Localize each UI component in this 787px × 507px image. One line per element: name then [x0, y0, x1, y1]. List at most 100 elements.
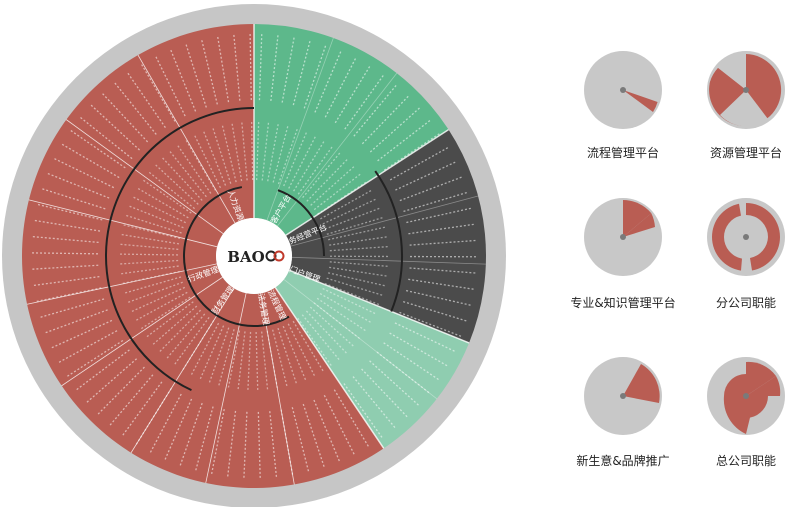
label-texture-line — [149, 393, 182, 453]
label-texture-line — [261, 122, 270, 181]
label-texture-line — [313, 173, 361, 211]
label-texture-line — [164, 398, 193, 460]
label-texture-line — [34, 219, 101, 232]
label-texture-line — [377, 120, 431, 162]
label-texture-line — [280, 409, 294, 475]
label-texture-line — [257, 411, 261, 478]
label-texture-line — [45, 309, 108, 334]
label-texture-line — [361, 95, 409, 145]
mini-label-knowledge: 专业&知识管理平台 — [570, 296, 676, 310]
label-texture-line — [277, 327, 297, 384]
center-circle — [216, 218, 292, 294]
label-texture-line — [169, 151, 207, 198]
label-texture-line — [329, 236, 387, 246]
label-texture-line — [131, 286, 186, 312]
label-texture-line — [155, 164, 199, 205]
label-texture-line — [211, 409, 225, 475]
label-texture-line — [177, 145, 212, 194]
label-texture-line — [251, 122, 254, 181]
label-texture-line — [302, 403, 325, 467]
label-texture-line — [291, 407, 310, 472]
label-texture-line — [129, 205, 184, 229]
label-texture-line — [383, 133, 440, 171]
label-texture-line — [136, 291, 188, 321]
label-texture-line — [320, 190, 372, 220]
label-texture-line — [383, 342, 439, 381]
sector-green-lower — [275, 270, 470, 449]
label-texture-line — [376, 351, 430, 394]
label-texture-line — [343, 383, 383, 438]
label-texture-line — [90, 104, 140, 151]
label-texture-line — [76, 349, 130, 391]
label-texture-line — [270, 35, 279, 101]
label-texture-line — [297, 317, 332, 366]
mini-label-hq: 总公司职能 — [715, 454, 776, 468]
sector-green-top — [254, 24, 449, 236]
label-texture-line — [403, 191, 467, 213]
label-texture-line — [148, 171, 196, 210]
label-texture-line — [58, 330, 118, 363]
label-texture-line — [159, 309, 202, 352]
label-texture-line — [302, 152, 341, 199]
label-texture-line — [121, 233, 180, 245]
label-texture-line — [121, 265, 179, 275]
label-texture-line — [313, 399, 340, 462]
label-texture-line — [86, 358, 138, 403]
label-texture-line — [314, 51, 342, 113]
label-texture-line — [32, 264, 99, 270]
label-texture-line — [352, 376, 396, 428]
label-texture-line — [353, 85, 397, 137]
label-texture-line — [51, 319, 113, 349]
label-texture-line — [185, 44, 207, 108]
label-texture-line — [361, 368, 408, 418]
mini-chart-newbiz — [584, 357, 662, 435]
sector-gray — [285, 129, 486, 343]
label-texture-line — [102, 93, 149, 143]
label-texture-line — [33, 275, 100, 287]
spoke-line — [283, 279, 438, 400]
label-texture-line — [114, 82, 157, 135]
label-texture-line — [123, 224, 181, 240]
label-texture-line — [61, 143, 120, 179]
label-texture-line — [399, 176, 462, 202]
label-texture-line — [272, 126, 289, 183]
label-texture-line — [120, 243, 179, 251]
label-texture-line — [247, 331, 252, 390]
label-texture-line — [269, 411, 278, 477]
label-texture-line — [32, 236, 99, 244]
label-texture-line — [281, 37, 295, 103]
spoke-line — [288, 269, 470, 344]
label-texture-line — [128, 281, 183, 303]
label-texture-line — [324, 207, 380, 230]
spoke-line — [274, 287, 385, 449]
mini-chart-resource — [707, 51, 785, 129]
label-texture-line — [316, 297, 366, 332]
sector-group — [22, 24, 486, 488]
label-texture-line — [170, 49, 197, 112]
label-texture-line — [182, 320, 215, 370]
label-texture-line — [212, 128, 232, 184]
label-texture-line — [195, 406, 214, 471]
mini-chart-knowledge — [584, 198, 662, 276]
label-texture-line — [287, 323, 315, 376]
label-texture-line — [334, 66, 371, 124]
label-texture-line — [328, 226, 386, 241]
label-texture-line — [137, 188, 189, 219]
label-texture-line — [135, 387, 172, 445]
label-texture-line — [344, 75, 384, 130]
label-texture-line — [143, 179, 192, 214]
label-texture-line — [326, 217, 383, 235]
label-texture-line — [120, 259, 179, 265]
label-texture-line — [126, 214, 182, 234]
label-texture-line — [70, 130, 126, 169]
label-texture-line — [227, 330, 241, 388]
label-texture-line — [208, 327, 230, 383]
label-texture-line — [324, 58, 357, 118]
label-texture — [32, 34, 477, 478]
label-texture-line — [40, 298, 105, 318]
label-texture-line — [122, 381, 163, 436]
label-texture-line — [277, 128, 298, 185]
label-texture-line — [317, 181, 367, 215]
label-texture-line — [141, 296, 191, 330]
